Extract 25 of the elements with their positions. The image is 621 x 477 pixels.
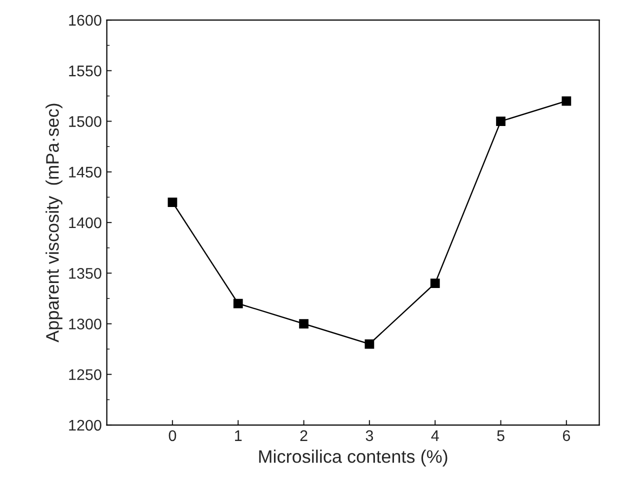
x-tick-label: 2: [300, 430, 308, 441]
x-tick-label: 0: [168, 430, 176, 442]
y-tick-label: 1200: [69, 420, 102, 431]
x-tick-label: 5: [497, 430, 504, 442]
x-tick-label: 6: [562, 430, 570, 442]
point: [562, 96, 572, 106]
x-tick-label: 3: [366, 430, 374, 442]
y-tick-label: 1600: [69, 14, 102, 26]
x-tick-label: 1: [235, 430, 242, 441]
y-tick-label: 1550: [69, 66, 102, 76]
y-tick-label: 1300: [69, 318, 102, 330]
x-tick-label: 4: [431, 430, 439, 441]
y-axis-title: Apparent viscosity (mPa·sec): [46, 104, 62, 342]
point: [430, 278, 440, 288]
y-tick-label: 1400: [69, 217, 102, 228]
x-axis-title: Microsilica contents (%): [259, 450, 448, 466]
y-tick-label: 1250: [69, 369, 102, 380]
y-tick-label: 1450: [69, 166, 102, 178]
point: [496, 116, 506, 126]
y-tick-label: 1350: [69, 268, 102, 279]
point: [233, 298, 243, 308]
point: [364, 339, 374, 349]
y-tick-label: 1500: [69, 116, 102, 127]
point: [299, 319, 308, 328]
point: [168, 198, 178, 207]
